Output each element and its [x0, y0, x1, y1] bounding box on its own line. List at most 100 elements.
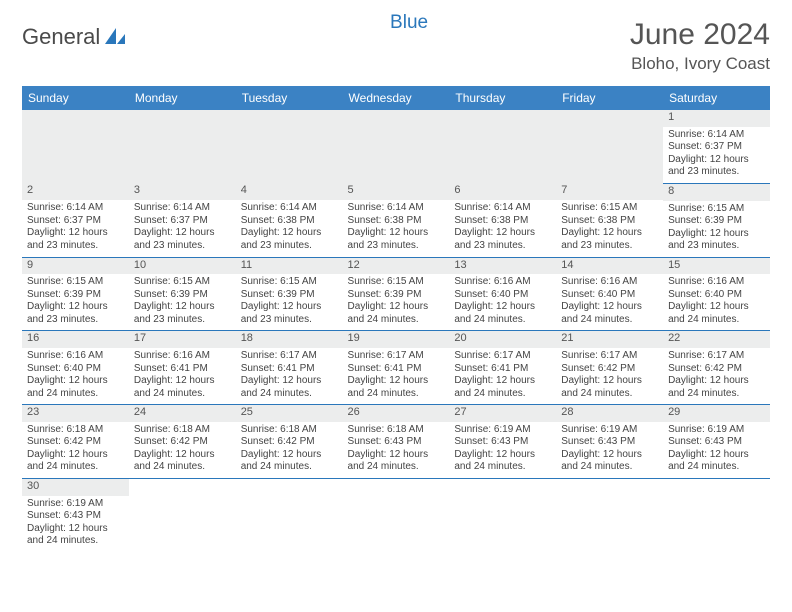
day-info-line: and 24 minutes. — [454, 388, 551, 401]
day-info-line: Daylight: 12 hours — [348, 449, 445, 462]
day-info-line: Daylight: 12 hours — [668, 449, 765, 462]
day-info-line: Sunset: 6:37 PM — [668, 141, 765, 154]
day-cell: 25Sunrise: 6:18 AMSunset: 6:42 PMDayligh… — [236, 405, 343, 479]
day-info-line: Daylight: 12 hours — [561, 449, 658, 462]
day-number: 21 — [561, 332, 658, 347]
day-info-line: and 23 minutes. — [348, 240, 445, 253]
day-cell: 22Sunrise: 6:17 AMSunset: 6:42 PMDayligh… — [663, 331, 770, 405]
day-info-line: Daylight: 12 hours — [348, 301, 445, 314]
day-info-line: Sunset: 6:37 PM — [27, 215, 124, 228]
day-info-line: and 24 minutes. — [348, 388, 445, 401]
day-info-line: Sunrise: 6:15 AM — [241, 276, 338, 289]
day-number: 27 — [454, 406, 551, 421]
day-info-line: and 23 minutes. — [27, 314, 124, 327]
day-info-line: Sunrise: 6:18 AM — [241, 424, 338, 437]
day-number: 11 — [241, 259, 338, 274]
day-info-line: Daylight: 12 hours — [27, 301, 124, 314]
day-number: 17 — [134, 332, 231, 347]
day-info-line: and 24 minutes. — [668, 314, 765, 327]
day-info-line: Sunset: 6:40 PM — [27, 363, 124, 376]
day-info-line: and 23 minutes. — [27, 240, 124, 253]
day-info-line: Sunset: 6:41 PM — [241, 363, 338, 376]
day-info-line: Daylight: 12 hours — [27, 227, 124, 240]
logo-text-blue: Blue — [390, 12, 428, 34]
day-info-line: Daylight: 12 hours — [241, 375, 338, 388]
day-number: 15 — [668, 259, 765, 274]
day-info-line: and 24 minutes. — [668, 461, 765, 474]
day-cell: 15Sunrise: 6:16 AMSunset: 6:40 PMDayligh… — [663, 257, 770, 331]
day-info-line: and 24 minutes. — [348, 314, 445, 327]
day-info-line: Sunset: 6:40 PM — [454, 289, 551, 302]
day-cell: 29Sunrise: 6:19 AMSunset: 6:43 PMDayligh… — [663, 405, 770, 479]
day-cell: 11Sunrise: 6:15 AMSunset: 6:39 PMDayligh… — [236, 257, 343, 331]
weekday-header: Wednesday — [343, 86, 450, 110]
day-info-line: Sunrise: 6:17 AM — [668, 350, 765, 363]
day-number: 10 — [134, 259, 231, 274]
day-info-line: and 23 minutes. — [241, 314, 338, 327]
day-cell — [236, 110, 343, 183]
day-info-line: Sunset: 6:42 PM — [668, 363, 765, 376]
day-cell: 9Sunrise: 6:15 AMSunset: 6:39 PMDaylight… — [22, 257, 129, 331]
day-number: 3 — [134, 184, 231, 199]
day-number: 20 — [454, 332, 551, 347]
day-info-line: and 24 minutes. — [241, 461, 338, 474]
day-info-line: and 24 minutes. — [241, 388, 338, 401]
day-info-line: Sunrise: 6:19 AM — [561, 424, 658, 437]
day-number: 16 — [27, 332, 124, 347]
day-info-line: Sunrise: 6:14 AM — [134, 202, 231, 215]
day-info-line: Daylight: 12 hours — [241, 449, 338, 462]
day-info-line: Sunrise: 6:18 AM — [348, 424, 445, 437]
day-cell: 30Sunrise: 6:19 AMSunset: 6:43 PMDayligh… — [22, 478, 129, 551]
day-cell: 14Sunrise: 6:16 AMSunset: 6:40 PMDayligh… — [556, 257, 663, 331]
day-info-line: Daylight: 12 hours — [561, 301, 658, 314]
day-info-line: and 23 minutes. — [134, 314, 231, 327]
logo: General — [22, 24, 126, 50]
day-info-line: Daylight: 12 hours — [134, 301, 231, 314]
day-info-line: Daylight: 12 hours — [134, 227, 231, 240]
day-info-line: Sunset: 6:41 PM — [348, 363, 445, 376]
day-cell — [129, 478, 236, 551]
day-info-line: Daylight: 12 hours — [348, 375, 445, 388]
sail-icon — [105, 28, 125, 44]
day-info-line: Sunset: 6:39 PM — [668, 215, 765, 228]
day-cell: 10Sunrise: 6:15 AMSunset: 6:39 PMDayligh… — [129, 257, 236, 331]
day-info-line: Sunrise: 6:15 AM — [134, 276, 231, 289]
day-info-line: Sunrise: 6:17 AM — [561, 350, 658, 363]
day-number: 9 — [27, 259, 124, 274]
day-info-line: Sunset: 6:39 PM — [241, 289, 338, 302]
day-info-line: Sunset: 6:38 PM — [241, 215, 338, 228]
day-info-line: Daylight: 12 hours — [561, 227, 658, 240]
location: Bloho, Ivory Coast — [630, 54, 770, 74]
day-info-line: Sunset: 6:39 PM — [348, 289, 445, 302]
day-info-line: Daylight: 12 hours — [454, 375, 551, 388]
day-info-line: Sunrise: 6:19 AM — [668, 424, 765, 437]
day-cell — [343, 478, 450, 551]
day-info-line: Daylight: 12 hours — [668, 228, 765, 241]
day-number: 23 — [27, 406, 124, 421]
day-info-line: and 24 minutes. — [561, 314, 658, 327]
day-info-line: Sunset: 6:37 PM — [134, 215, 231, 228]
day-cell: 4Sunrise: 6:14 AMSunset: 6:38 PMDaylight… — [236, 183, 343, 257]
day-info-line: and 23 minutes. — [561, 240, 658, 253]
day-number: 4 — [241, 184, 338, 199]
day-info-line: Daylight: 12 hours — [561, 375, 658, 388]
day-info-line: Sunset: 6:43 PM — [348, 436, 445, 449]
day-cell — [556, 110, 663, 183]
day-info-line: Daylight: 12 hours — [134, 375, 231, 388]
day-number: 24 — [134, 406, 231, 421]
day-cell — [343, 110, 450, 183]
day-info-line: Sunset: 6:40 PM — [668, 289, 765, 302]
day-number: 28 — [561, 406, 658, 421]
day-number: 19 — [348, 332, 445, 347]
day-info-line: Daylight: 12 hours — [27, 375, 124, 388]
day-number: 26 — [348, 406, 445, 421]
day-cell — [129, 110, 236, 183]
day-cell: 3 Sunrise: 6:14 AMSunset: 6:37 PMDaylight… — [129, 183, 236, 257]
day-cell: 23Sunrise: 6:18 AMSunset: 6:42 PMDayligh… — [22, 405, 129, 479]
day-info-line: Sunset: 6:43 PM — [668, 436, 765, 449]
day-info-line: Sunset: 6:43 PM — [454, 436, 551, 449]
day-cell — [449, 478, 556, 551]
day-number: 22 — [668, 332, 765, 347]
day-info-line: Sunrise: 6:16 AM — [561, 276, 658, 289]
day-info-line: Daylight: 12 hours — [241, 227, 338, 240]
